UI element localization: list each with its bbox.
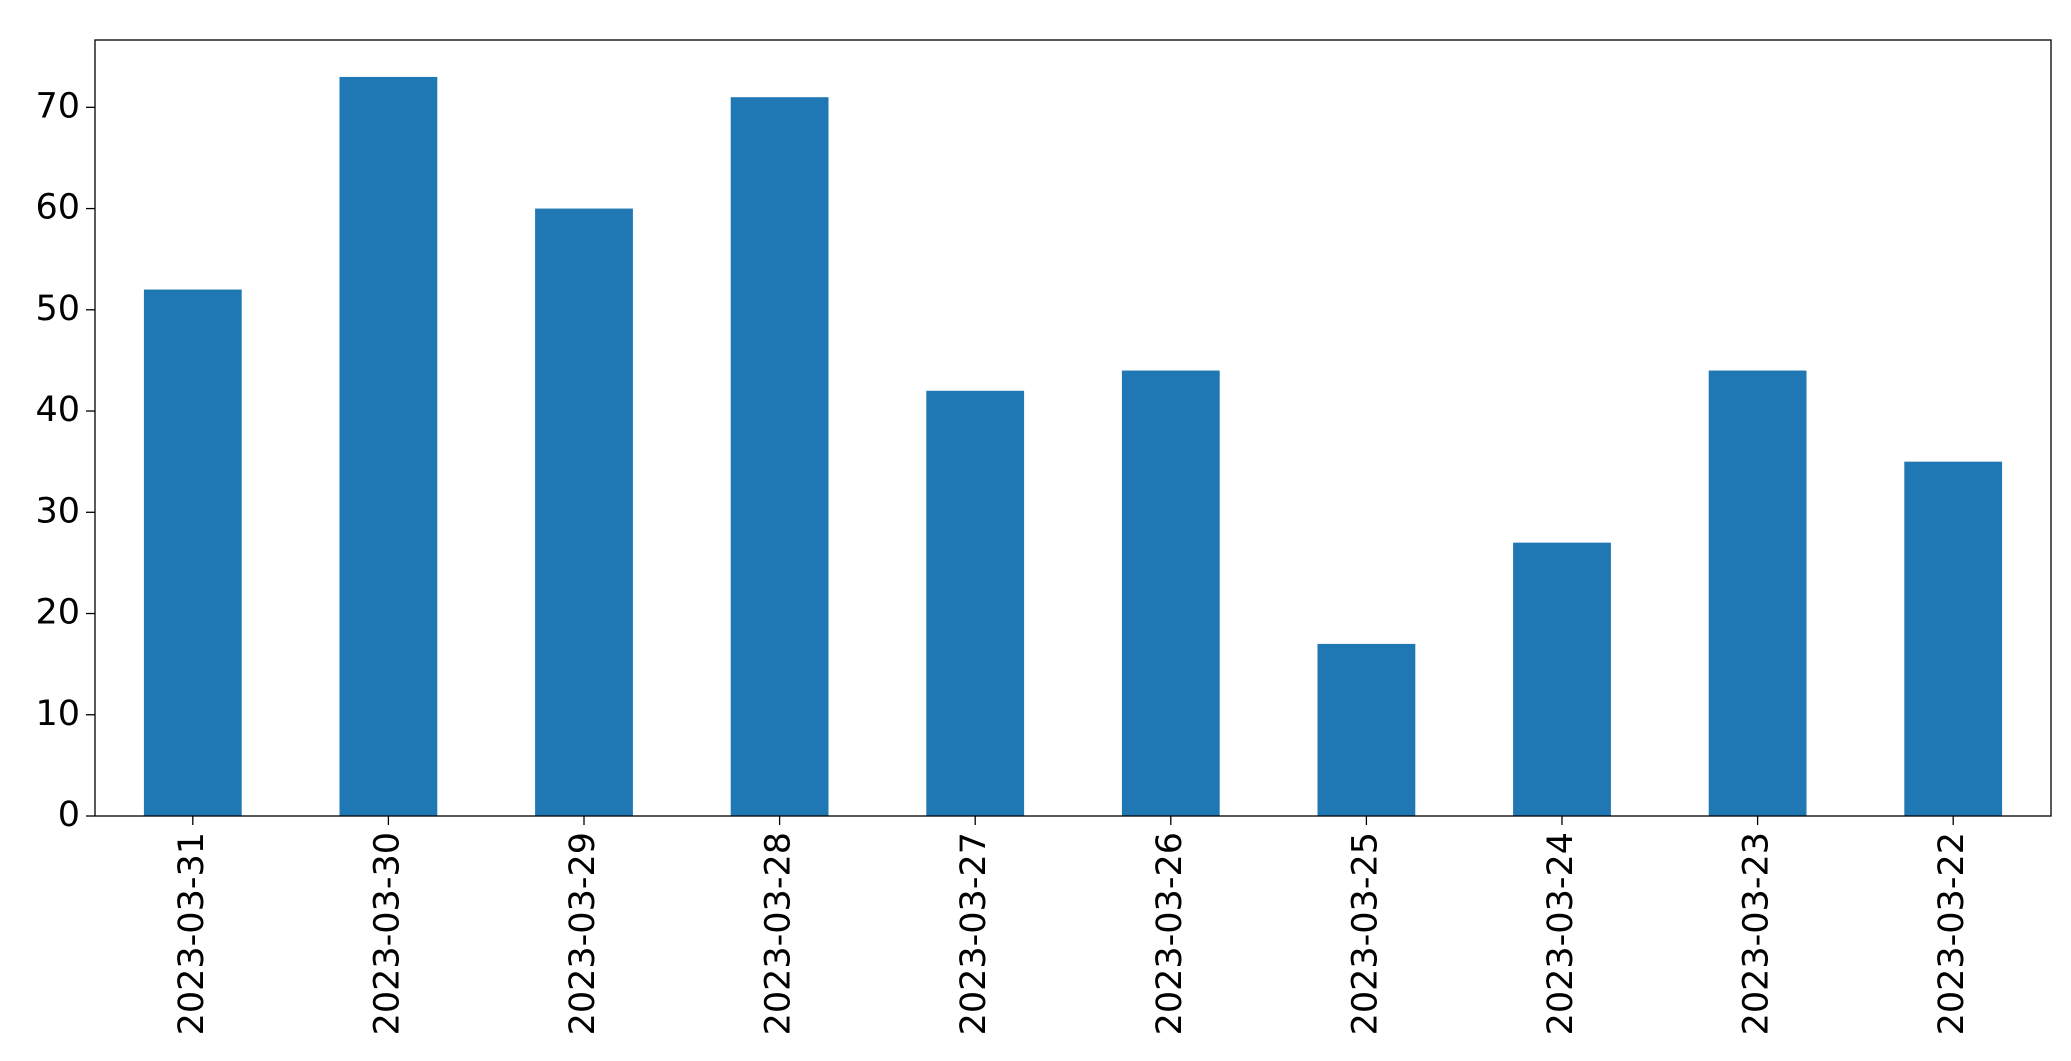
bar [1317,643,1416,816]
y-tick-label: 50 [35,289,80,329]
bar [1121,370,1220,816]
x-tick-label: 2023-03-23 [1737,832,1777,1035]
plot-frame [94,39,2052,817]
x-tick-label: 2023-03-22 [1932,832,1972,1035]
bar [1708,370,1807,816]
bar [730,97,829,817]
y-tick-label: 20 [35,593,80,633]
y-tick-label: 30 [35,491,80,531]
bar [1904,461,2003,816]
x-tick-label: 2023-03-31 [172,832,212,1035]
x-tick-label: 2023-03-26 [1150,832,1190,1035]
x-tick-label: 2023-03-24 [1541,832,1581,1035]
bar [1513,542,1611,816]
y-tick-label: 0 [58,795,80,835]
bar [339,76,438,816]
y-tick-label: 70 [35,86,80,126]
x-tick-label: 2023-03-30 [367,832,407,1035]
bar [926,390,1025,816]
x-tick-label: 2023-03-28 [759,832,799,1035]
x-tick-label: 2023-03-25 [1345,832,1385,1035]
y-tick-label: 10 [35,694,80,734]
bar [143,289,242,816]
x-tick-label: 2023-03-27 [954,832,994,1035]
y-tick-label: 40 [35,390,80,430]
bar [535,208,633,816]
x-tick-label: 2023-03-29 [563,832,603,1035]
y-tick-label: 60 [35,188,80,228]
